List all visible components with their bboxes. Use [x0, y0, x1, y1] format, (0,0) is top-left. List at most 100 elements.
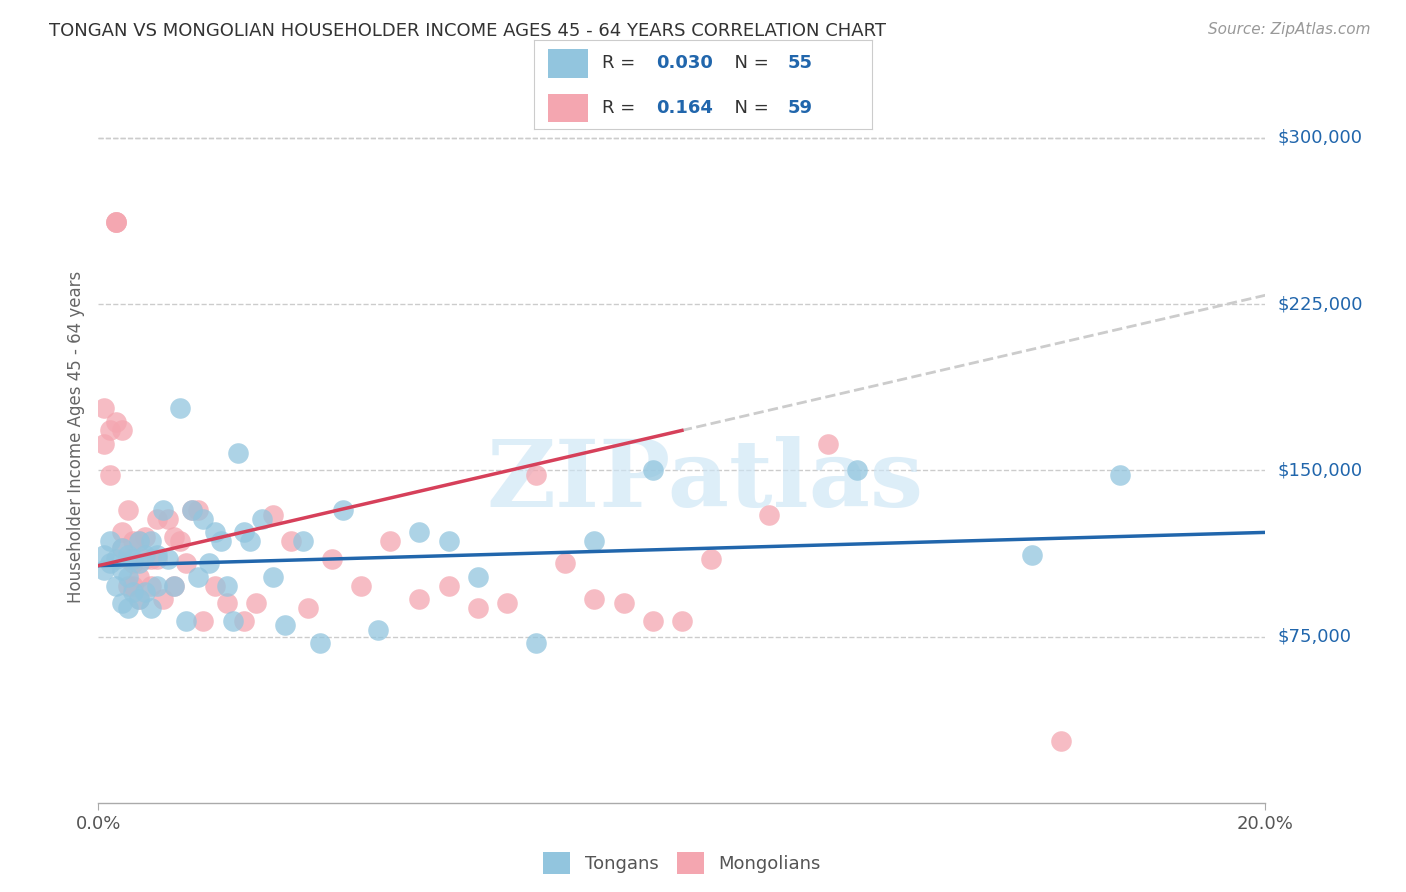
Point: [209, 534, 232, 549]
Point: [233, 525, 256, 540]
Text: R =: R =: [602, 99, 641, 117]
Point: [98, 467, 121, 482]
Point: [134, 552, 156, 566]
Point: [583, 591, 606, 606]
Point: [117, 548, 139, 562]
Point: [93, 563, 115, 577]
Point: [128, 534, 150, 549]
Point: [139, 600, 162, 615]
Point: [524, 636, 547, 650]
Point: [146, 552, 169, 566]
Point: [274, 618, 297, 632]
Point: [134, 585, 156, 599]
Text: 55: 55: [787, 54, 813, 72]
Point: [187, 570, 209, 584]
Point: [128, 534, 150, 549]
Point: [193, 614, 215, 628]
Point: [111, 541, 134, 555]
Point: [700, 552, 723, 566]
Point: [117, 503, 139, 517]
Point: [163, 578, 186, 592]
Point: [122, 557, 145, 571]
Point: [641, 614, 664, 628]
Point: [139, 534, 162, 549]
Point: [215, 578, 238, 592]
Point: [467, 570, 489, 584]
Point: [98, 534, 121, 549]
Point: [467, 600, 489, 615]
Point: [221, 614, 243, 628]
Point: [233, 614, 256, 628]
Point: [239, 534, 262, 549]
Point: [122, 578, 145, 592]
Point: [408, 591, 430, 606]
Point: [104, 215, 127, 229]
Point: [104, 552, 127, 566]
Point: [152, 503, 174, 517]
Point: [1050, 733, 1073, 747]
Point: [1108, 467, 1130, 482]
Text: N =: N =: [723, 99, 775, 117]
Point: [152, 591, 174, 606]
Point: [98, 424, 121, 438]
Point: [163, 530, 186, 544]
Point: [297, 600, 319, 615]
Bar: [548, 94, 588, 122]
Text: ZIPatlas: ZIPatlas: [486, 436, 924, 526]
Point: [612, 596, 634, 610]
Point: [111, 424, 134, 438]
Point: [262, 570, 284, 584]
Point: [104, 578, 127, 592]
Point: [245, 596, 267, 610]
Point: [291, 534, 314, 549]
Point: [174, 557, 197, 571]
Point: [309, 636, 332, 650]
Text: 0.030: 0.030: [655, 54, 713, 72]
Point: [169, 401, 191, 416]
Point: [554, 557, 576, 571]
Text: R =: R =: [602, 54, 641, 72]
Point: [146, 578, 169, 592]
Text: $225,000: $225,000: [1277, 295, 1362, 313]
Point: [671, 614, 693, 628]
Point: [215, 596, 238, 610]
Text: 0.164: 0.164: [655, 99, 713, 117]
Point: [180, 503, 202, 517]
Point: [350, 578, 373, 592]
Text: $75,000: $75,000: [1277, 628, 1351, 646]
Point: [93, 548, 115, 562]
Point: [128, 591, 150, 606]
Legend: Tongans, Mongolians: Tongans, Mongolians: [536, 845, 828, 881]
Point: [111, 596, 134, 610]
Text: TONGAN VS MONGOLIAN HOUSEHOLDER INCOME AGES 45 - 64 YEARS CORRELATION CHART: TONGAN VS MONGOLIAN HOUSEHOLDER INCOME A…: [49, 22, 886, 40]
Text: Source: ZipAtlas.com: Source: ZipAtlas.com: [1208, 22, 1371, 37]
Point: [583, 534, 606, 549]
Point: [758, 508, 780, 522]
Point: [134, 548, 156, 562]
Point: [104, 215, 127, 229]
Point: [122, 585, 145, 599]
Point: [122, 534, 145, 549]
Point: [117, 570, 139, 584]
Point: [524, 467, 547, 482]
Point: [641, 463, 664, 477]
Point: [157, 512, 180, 526]
Point: [117, 600, 139, 615]
Point: [117, 578, 139, 592]
Point: [817, 436, 839, 450]
Point: [128, 557, 150, 571]
Point: [198, 557, 221, 571]
Text: N =: N =: [723, 54, 775, 72]
Point: [1021, 548, 1043, 562]
Point: [437, 534, 460, 549]
Point: [98, 557, 121, 571]
Point: [146, 512, 169, 526]
Point: [204, 578, 226, 592]
Point: [367, 623, 389, 637]
Point: [117, 552, 139, 566]
Point: [496, 596, 519, 610]
Point: [111, 541, 134, 555]
Point: [111, 525, 134, 540]
Point: [193, 512, 215, 526]
Point: [437, 578, 460, 592]
